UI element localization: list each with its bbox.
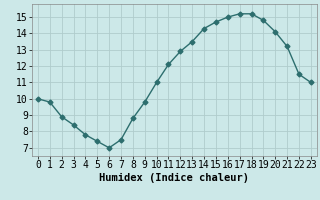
X-axis label: Humidex (Indice chaleur): Humidex (Indice chaleur) [100,173,249,183]
